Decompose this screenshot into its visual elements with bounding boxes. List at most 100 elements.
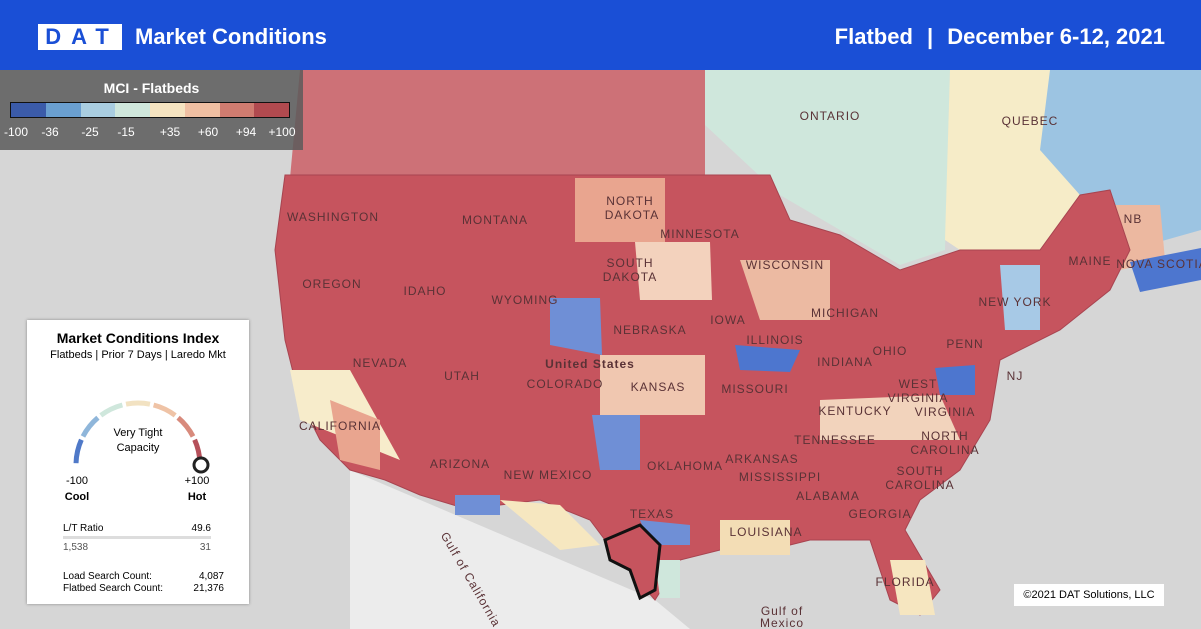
date: December 6-12, 2021 bbox=[947, 24, 1165, 49]
gauge-min: -100 bbox=[66, 475, 88, 487]
header-right: Flatbed | December 6-12, 2021 bbox=[835, 24, 1165, 50]
louisiana bbox=[720, 520, 790, 555]
legend-swatch bbox=[115, 103, 150, 117]
map-label: ALABAMA bbox=[796, 489, 860, 503]
nebraska-west bbox=[550, 298, 602, 355]
map-label: VIRGINIA bbox=[915, 405, 976, 419]
panel: Market Conditions Index Flatbeds | Prior… bbox=[27, 320, 249, 604]
map-label: SOUTH bbox=[607, 256, 654, 270]
map-label: OKLAHOMA bbox=[647, 459, 723, 473]
map-label: NEW YORK bbox=[978, 295, 1051, 309]
lt-value: 49.6 bbox=[191, 523, 211, 534]
legend-title: MCI - Flatbeds bbox=[103, 80, 200, 96]
map-label: MONTANA bbox=[462, 213, 528, 227]
load-search-label: Load Search Count: bbox=[63, 571, 152, 582]
map-label: OREGON bbox=[302, 277, 361, 291]
legend-label: +94 bbox=[235, 125, 257, 139]
legend-swatch bbox=[45, 103, 81, 117]
loads: 1,538 bbox=[63, 542, 89, 553]
map-label: COLORADO bbox=[527, 377, 604, 391]
california-pink bbox=[330, 400, 380, 470]
virginia-band bbox=[820, 395, 960, 440]
gauge-marker bbox=[192, 456, 210, 474]
az-blue bbox=[455, 495, 500, 515]
ontario bbox=[705, 70, 950, 265]
gauge-max: +100 bbox=[185, 475, 210, 487]
map-label: WISCONSIN bbox=[746, 258, 824, 272]
gauge-text: Very Tight bbox=[114, 427, 163, 439]
legend-bar bbox=[10, 102, 290, 118]
map-label: ARIZONA bbox=[430, 457, 490, 471]
map-label: Gulf of bbox=[761, 604, 803, 618]
map-label: CALIFORNIA bbox=[299, 419, 381, 433]
nova-scotia bbox=[1130, 248, 1201, 292]
legend-label: +60 bbox=[197, 125, 219, 139]
legend-swatch bbox=[184, 103, 220, 117]
map-label: MAINE bbox=[1068, 254, 1111, 268]
legend-swatch bbox=[150, 103, 185, 117]
map-label: WYOMING bbox=[492, 293, 559, 307]
map-label: GEORGIA bbox=[848, 507, 911, 521]
legend-label: -36 bbox=[41, 125, 59, 139]
legend-label: +35 bbox=[159, 125, 181, 139]
gauge-arc bbox=[152, 402, 177, 418]
north-dakota bbox=[575, 178, 665, 242]
map-label: CAROLINA bbox=[885, 478, 954, 492]
map-label: TEXAS bbox=[630, 507, 674, 521]
header: DAT Market Conditions Flatbed | December… bbox=[0, 0, 1201, 70]
map-label: NEBRASKA bbox=[613, 323, 686, 337]
panel-title: Market Conditions Index bbox=[56, 330, 220, 346]
map-label: KANSAS bbox=[631, 380, 686, 394]
map-label: PENN bbox=[946, 337, 983, 351]
map-label: LOUISIANA bbox=[729, 525, 802, 539]
gauge-text: Capacity bbox=[117, 442, 160, 454]
mexico bbox=[350, 470, 690, 629]
header-title: Market Conditions bbox=[135, 24, 327, 49]
map-label: IOWA bbox=[710, 313, 746, 327]
copyright: ©2021 DAT Solutions, LLC bbox=[1014, 584, 1164, 606]
panel-subtitle: Flatbeds | Prior 7 Days | Laredo Mkt bbox=[50, 349, 226, 361]
gauge-arc bbox=[99, 402, 124, 418]
gauge-arc bbox=[80, 415, 100, 438]
map-label: MISSISSIPPI bbox=[739, 470, 821, 484]
legend-swatch bbox=[11, 103, 46, 117]
map-label: Mexico bbox=[760, 616, 804, 629]
map-label: NJ bbox=[1007, 369, 1024, 383]
legend-swatch bbox=[254, 103, 289, 117]
illinois-blue bbox=[735, 345, 800, 372]
md-blue bbox=[935, 365, 975, 395]
legend-label: -25 bbox=[81, 125, 99, 139]
map-label: MICHIGAN bbox=[811, 306, 879, 320]
map-label: INDIANA bbox=[817, 355, 873, 369]
separator: | bbox=[927, 24, 934, 49]
kansas bbox=[600, 355, 705, 415]
legend-swatch bbox=[219, 103, 255, 117]
map-label: NORTH bbox=[606, 194, 653, 208]
logo: DAT bbox=[38, 24, 122, 50]
legend-label: -15 bbox=[117, 125, 135, 139]
product: Flatbed bbox=[834, 24, 913, 49]
map-label: FLORIDA bbox=[875, 575, 934, 589]
map-label: NB bbox=[1124, 212, 1143, 226]
laredo-market bbox=[603, 523, 662, 601]
load-search: 4,087 bbox=[198, 571, 224, 582]
map-label: CAROLINA bbox=[910, 443, 979, 457]
flatbed-search: 21,376 bbox=[193, 583, 224, 594]
map-label: SOUTH bbox=[897, 464, 944, 478]
map-label: ILLINOIS bbox=[746, 333, 803, 347]
west-canada bbox=[290, 70, 705, 178]
south-texas bbox=[655, 560, 680, 598]
gauge-min-label: Cool bbox=[65, 491, 89, 503]
flatbed-search-label: Flatbed Search Count: bbox=[63, 583, 164, 594]
legend-label: -100 bbox=[3, 125, 29, 139]
map-label: DAKOTA bbox=[603, 270, 657, 284]
gauge-arc bbox=[73, 438, 84, 464]
lt-bar bbox=[63, 536, 211, 539]
map-label: NEVADA bbox=[353, 356, 407, 370]
east-canada bbox=[1040, 70, 1201, 250]
legend-label: +100 bbox=[268, 125, 296, 139]
map-label: UTAH bbox=[444, 369, 480, 383]
map-label: MINNESOTA bbox=[660, 227, 739, 241]
